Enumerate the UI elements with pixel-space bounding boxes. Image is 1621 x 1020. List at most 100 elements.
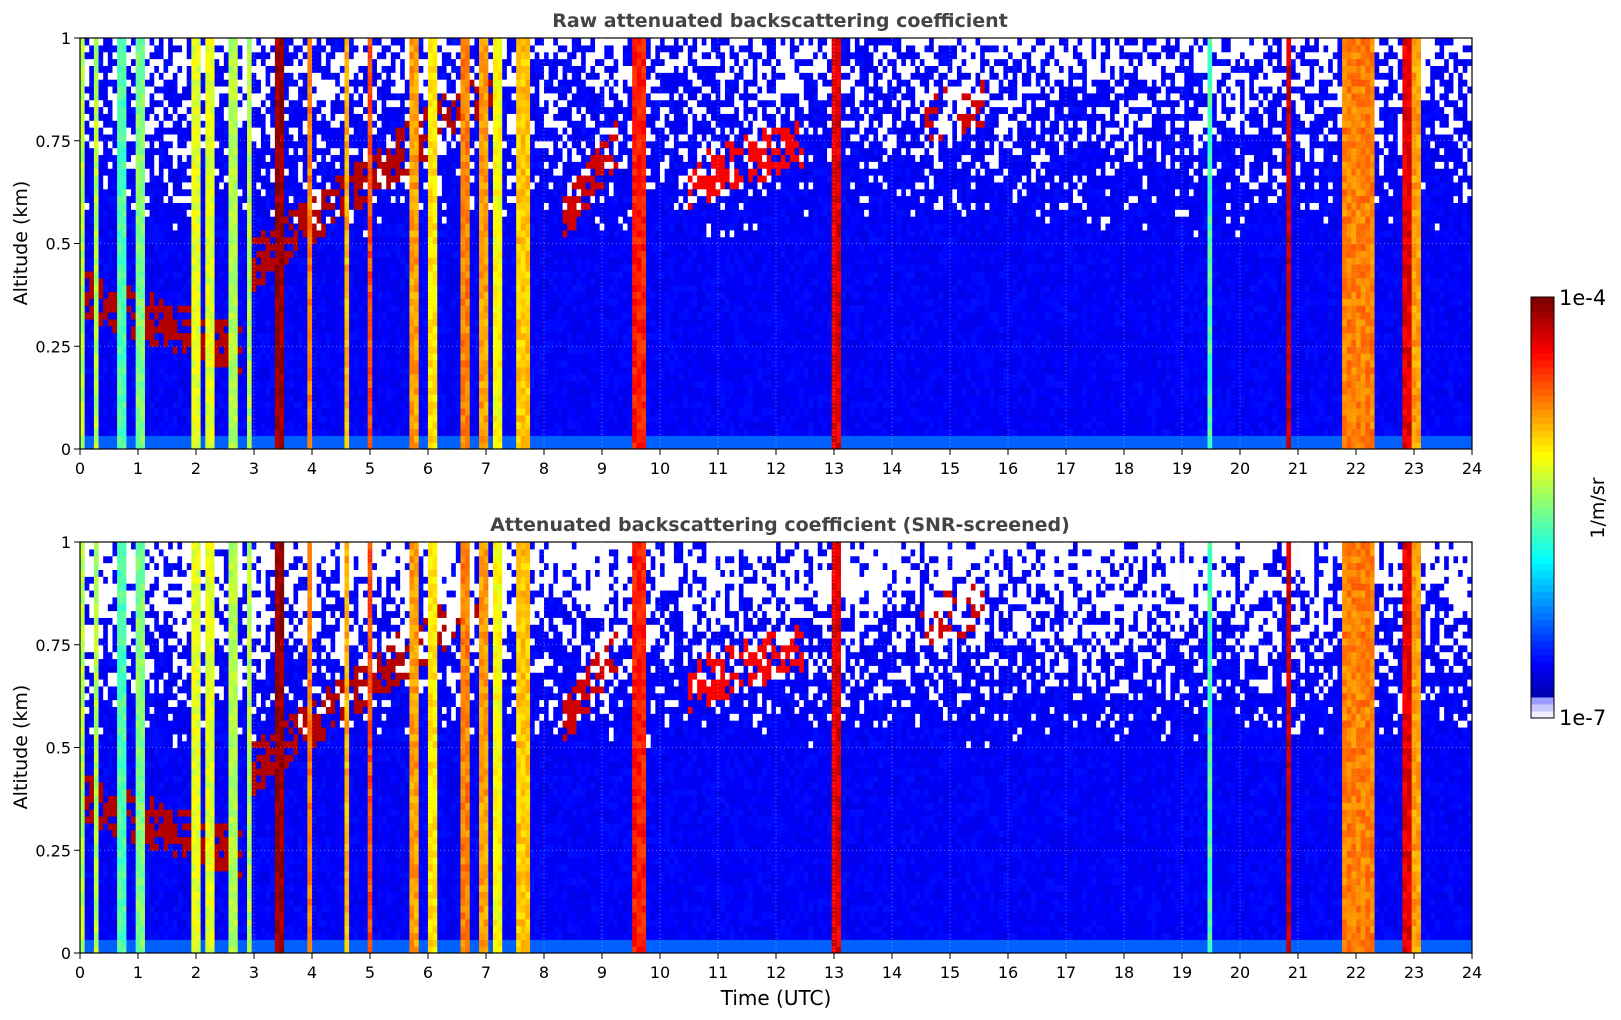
heatmap-cell [447, 154, 452, 161]
heatmap-cell [117, 141, 122, 148]
heatmap-cell [85, 59, 90, 66]
heatmap-cell [242, 250, 247, 257]
heatmap-cell [317, 381, 322, 388]
heatmap-cell [201, 223, 206, 230]
heatmap-cell [112, 168, 117, 175]
heatmap-cell [108, 264, 113, 271]
heatmap-cell [382, 408, 387, 415]
heatmap-cell [456, 326, 461, 333]
heatmap-cell [349, 264, 354, 271]
heatmap-cell [396, 182, 401, 189]
heatmap-cell [154, 134, 159, 141]
heatmap-cell [317, 319, 322, 326]
heatmap-cell [414, 360, 419, 367]
heatmap-cell [177, 237, 182, 244]
heatmap-cell [396, 422, 401, 429]
heatmap-cell [94, 38, 99, 45]
heatmap-cell [103, 65, 108, 72]
heatmap-cell [335, 298, 340, 305]
heatmap-cell [451, 367, 456, 374]
heatmap-cell [442, 250, 447, 257]
heatmap-cell [168, 305, 173, 312]
heatmap-cell [331, 353, 336, 360]
heatmap-cell [451, 381, 456, 388]
heatmap-cell [159, 216, 164, 223]
heatmap-cell [419, 182, 424, 189]
heatmap-cell [131, 196, 136, 203]
heatmap-cell [358, 339, 363, 346]
heatmap-cell [154, 100, 159, 107]
heatmap-cell [289, 38, 294, 45]
heatmap-cell [270, 285, 275, 292]
heatmap-cell [94, 428, 99, 435]
heatmap-cell [428, 93, 433, 100]
heatmap-cell [321, 202, 326, 209]
heatmap-cell [85, 346, 90, 353]
heatmap-cell [89, 100, 94, 107]
heatmap-cell [247, 401, 252, 408]
heatmap-cell [442, 360, 447, 367]
heatmap-cell [80, 175, 85, 182]
heatmap-cell [201, 408, 206, 415]
heatmap-cell [363, 346, 368, 353]
heatmap-cell [164, 107, 169, 114]
heatmap-cell [340, 93, 345, 100]
heatmap-cell [293, 154, 298, 161]
heatmap-cell [228, 141, 233, 148]
heatmap-cell [233, 305, 238, 312]
heatmap-cell [228, 319, 233, 326]
heatmap-cell [400, 93, 405, 100]
heatmap-cell [321, 394, 326, 401]
heatmap-cell [293, 394, 298, 401]
heatmap-cell [94, 312, 99, 319]
heatmap-cell [191, 387, 196, 394]
heatmap-cell [451, 38, 456, 45]
heatmap-cell [173, 65, 178, 72]
heatmap-cell [298, 113, 303, 120]
heatmap-cell [437, 435, 442, 442]
heatmap-cell [289, 154, 294, 161]
heatmap-cell [196, 141, 201, 148]
heatmap-cell [159, 422, 164, 429]
heatmap-cell [219, 127, 224, 134]
heatmap-cell [321, 305, 326, 312]
heatmap-cell [456, 182, 461, 189]
heatmap-cell [414, 367, 419, 374]
heatmap-cell [247, 120, 252, 127]
heatmap-cell [94, 435, 99, 442]
heatmap-cell [168, 79, 173, 86]
heatmap-cell [409, 216, 414, 223]
heatmap-cell [344, 52, 349, 59]
heatmap-cell [303, 387, 308, 394]
heatmap-cell [238, 387, 243, 394]
heatmap-cell [377, 113, 382, 120]
heatmap-cell [131, 107, 136, 114]
heatmap-cell [386, 387, 391, 394]
heatmap-cell [335, 353, 340, 360]
heatmap-cell [173, 394, 178, 401]
heatmap-cell [177, 360, 182, 367]
heatmap-cell [164, 333, 169, 340]
heatmap-cell [386, 107, 391, 114]
heatmap-cell [89, 175, 94, 182]
heatmap-cell [349, 319, 354, 326]
heatmap-cell [177, 230, 182, 237]
heatmap-cell [442, 72, 447, 79]
heatmap-cell [363, 127, 368, 134]
heatmap-cell [219, 264, 224, 271]
heatmap-cell [99, 319, 104, 326]
heatmap-cell [210, 298, 215, 305]
heatmap-cell [210, 333, 215, 340]
heatmap-cell [386, 93, 391, 100]
heatmap-cell [261, 127, 266, 134]
heatmap-cell [335, 326, 340, 333]
heatmap-cell [331, 237, 336, 244]
heatmap-cell [284, 408, 289, 415]
heatmap-cell [103, 367, 108, 374]
heatmap-cell [391, 45, 396, 52]
heatmap-cell [386, 196, 391, 203]
heatmap-cell [344, 196, 349, 203]
heatmap-cell [331, 59, 336, 66]
heatmap-cell [275, 38, 280, 45]
heatmap-cell [372, 196, 377, 203]
